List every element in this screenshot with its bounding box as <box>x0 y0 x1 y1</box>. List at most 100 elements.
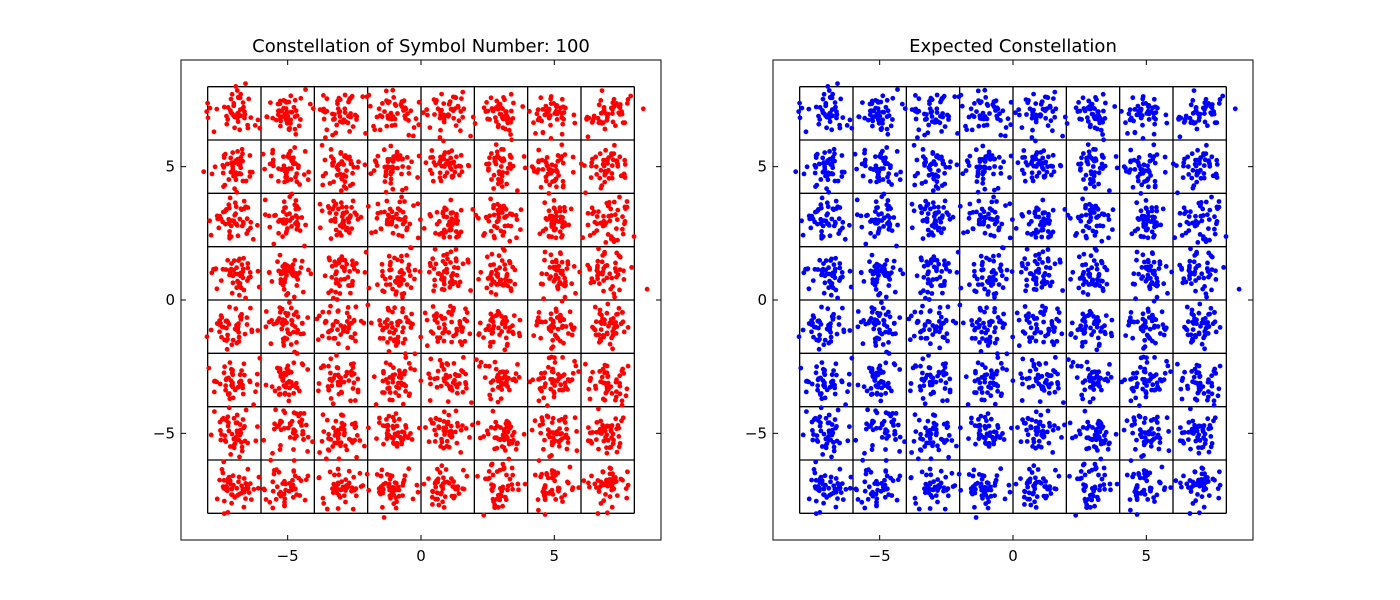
scatter-point <box>497 437 503 443</box>
scatter-point <box>489 269 495 275</box>
scatter-point <box>440 499 445 505</box>
scatter-point <box>230 337 236 343</box>
scatter-point <box>553 333 559 339</box>
scatter-point <box>476 332 482 338</box>
scatter-point <box>604 423 610 429</box>
scatter-point <box>505 283 510 289</box>
scatter-point <box>223 383 229 389</box>
scatter-point <box>983 501 989 507</box>
scatter-point <box>296 123 302 129</box>
scatter-point <box>509 465 515 471</box>
scatter-point <box>936 168 941 174</box>
scatter-point <box>388 180 394 186</box>
scatter-point <box>402 473 408 478</box>
scatter-point <box>862 150 867 156</box>
scatter-point <box>947 164 952 170</box>
scatter-point <box>290 477 295 483</box>
scatter-point <box>322 273 328 279</box>
scatter-point <box>441 138 446 144</box>
scatter-point <box>963 168 969 174</box>
scatter-point <box>986 440 992 446</box>
scatter-point <box>386 253 392 259</box>
scatter-point <box>242 206 247 212</box>
scatter-point <box>937 274 943 280</box>
scatter-point <box>392 372 398 377</box>
scatter-point <box>617 254 623 260</box>
scatter-point <box>456 491 462 496</box>
scatter-point <box>237 216 243 222</box>
scatter-point <box>336 206 341 212</box>
scatter-point <box>829 282 834 288</box>
scatter-point <box>821 91 827 97</box>
scatter-point <box>242 331 248 337</box>
scatter-point <box>980 180 986 186</box>
scatter-point <box>222 437 228 443</box>
scatter-point <box>818 474 824 480</box>
scatter-point <box>310 439 315 445</box>
scatter-point <box>887 165 893 171</box>
scatter-point <box>821 342 827 348</box>
scatter-point <box>970 473 976 479</box>
scatter-point <box>1055 381 1061 387</box>
scatter-point <box>999 273 1005 279</box>
scatter-point <box>912 108 918 114</box>
scatter-point <box>927 436 933 441</box>
scatter-point <box>872 264 878 269</box>
scatter-point <box>294 219 300 225</box>
scatter-point <box>970 491 975 497</box>
scatter-point <box>442 494 448 500</box>
scatter-point <box>890 95 896 101</box>
scatter-point <box>604 330 610 336</box>
scatter-point <box>976 417 981 422</box>
scatter-point <box>335 466 341 472</box>
scatter-point <box>502 215 507 220</box>
scatter-point <box>342 110 348 115</box>
scatter-point <box>921 274 927 280</box>
scatter-point <box>241 504 247 510</box>
scatter-point <box>993 325 998 331</box>
scatter-point <box>393 505 399 511</box>
scatter-point <box>617 154 623 160</box>
scatter-point <box>385 113 391 119</box>
scatter-point <box>594 214 600 219</box>
scatter-point <box>470 422 475 428</box>
scatter-point <box>257 125 263 131</box>
scatter-point <box>499 444 505 449</box>
scatter-point <box>836 322 842 327</box>
scatter-point <box>1033 409 1039 415</box>
scatter-point <box>918 431 923 437</box>
scatter-point <box>283 372 289 378</box>
scatter-point <box>958 92 964 98</box>
scatter-point <box>508 278 513 284</box>
scatter-point <box>855 497 861 502</box>
scatter-point <box>497 265 503 271</box>
scatter-point <box>987 430 993 435</box>
scatter-point <box>865 117 871 123</box>
scatter-point <box>915 170 921 176</box>
scatter-point <box>474 357 479 362</box>
scatter-point <box>503 315 508 320</box>
scatter-point <box>992 156 998 162</box>
scatter-point <box>341 493 347 498</box>
scatter-point <box>385 323 390 328</box>
scatter-point <box>235 233 241 239</box>
scatter-point <box>808 225 814 231</box>
scatter-point <box>981 397 987 403</box>
scatter-point <box>858 270 864 276</box>
scatter-point <box>380 288 385 294</box>
scatter-point <box>984 418 989 424</box>
scatter-point <box>818 391 824 396</box>
scatter-point <box>320 412 326 418</box>
scatter-point <box>825 221 830 227</box>
scatter-point <box>832 385 838 391</box>
scatter-point <box>381 147 387 153</box>
scatter-point <box>882 494 888 500</box>
scatter-point <box>1033 445 1038 451</box>
scatter-point <box>1044 377 1049 383</box>
scatter-point <box>351 371 357 377</box>
scatter-point <box>342 179 348 185</box>
scatter-point <box>270 450 275 456</box>
scatter-point <box>866 484 872 490</box>
scatter-point <box>227 229 233 234</box>
scatter-point <box>254 371 260 377</box>
